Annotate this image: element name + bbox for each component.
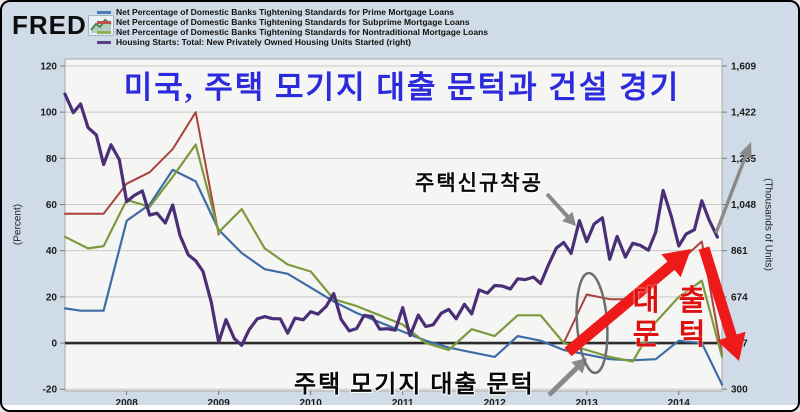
legend-item: Net Percentage of Domestic Banks Tighten… [97,27,488,37]
x-axis-tick-label: 2013 [576,398,599,409]
right-axis-tick-label: 1,422 [731,108,756,119]
series-nontraditional_mortgage_tightening-line [63,143,724,363]
right-axis-tick-label: 861 [731,246,748,257]
legend-label: Net Percentage of Domestic Banks Tighten… [116,27,489,37]
plot-area [64,58,723,392]
legend: Net Percentage of Domestic Banks Tighten… [97,7,488,47]
legend-item: Housing Starts: Total: New Privately Own… [97,37,488,47]
loan-threshold-line2: 문 턱 [632,319,712,351]
mortgage-threshold-annotation-label: 주택 모기지 대출 문턱 [294,372,535,398]
loan-threshold-up-arrow [564,249,691,357]
legend-swatch [97,10,111,14]
housing-trend-up-arrow [714,142,752,234]
legend-item: Net Percentage of Domestic Banks Tighten… [97,7,488,17]
left-axis-tick-label: 120 [40,62,57,73]
legend-label: Net Percentage of Domestic Banks Tighten… [116,17,470,27]
left-axis-tick-label: 60 [46,200,58,211]
loan-threshold-line1: 대 출 [632,285,712,317]
legend-item: Net Percentage of Domestic Banks Tighten… [97,17,488,27]
fred-logo: FRED [12,10,87,40]
x-axis-tick-label: 2011 [392,398,414,409]
x-axis-tick-label: 2008 [116,398,139,409]
legend-label: Net Percentage of Domestic Banks Tighten… [116,7,455,17]
x-axis-tick-label: 2009 [208,398,231,409]
left-axis-title: (Percent) [12,203,24,246]
housing-starts-annotation-label: 주택신규착공 [415,171,543,195]
right-axis-tick-label: 674 [731,292,748,303]
x-axis-tick-label: 2014 [668,398,691,409]
legend-swatch [97,20,111,24]
series-subprime_mortgage_tightening-line [64,111,220,236]
series-housing_starts-line [63,92,720,347]
x-axis-tick-label: 2010 [300,398,323,409]
left-axis-tick-label: 0 [51,339,57,350]
legend-swatch [97,40,111,44]
right-axis-title: (Thousands of Units) [762,178,774,271]
series-prime_mortgage_tightening-line [63,168,724,386]
right-axis-tick-label: 1,048 [731,200,756,211]
left-axis-tick-label: 100 [40,108,57,119]
loan-threshold-annotation-label: 대 출 문 턱 [622,284,722,352]
korean-title-annotation: 미국, 주택 모기지 대출 문턱과 건설 경기 [123,70,681,105]
x-axis-tick-label: 2012 [484,398,507,409]
right-axis-tick-label: 1,609 [731,62,756,73]
left-axis-tick-label: -20 [43,385,58,396]
housing-starts-pointer-arrow [545,192,576,226]
mortgage-threshold-pointer-arrow [547,358,587,397]
left-axis-tick-label: 80 [46,154,58,165]
legend-label: Housing Starts: Total: New Privately Own… [116,37,412,47]
legend-swatch [97,30,111,34]
right-axis-tick-label: 300 [731,385,748,396]
left-axis-tick-label: 20 [46,292,58,303]
bottom-strip [2,405,798,410]
left-axis-tick-label: 40 [46,246,58,257]
loan-threshold-down-arrow [698,246,746,361]
